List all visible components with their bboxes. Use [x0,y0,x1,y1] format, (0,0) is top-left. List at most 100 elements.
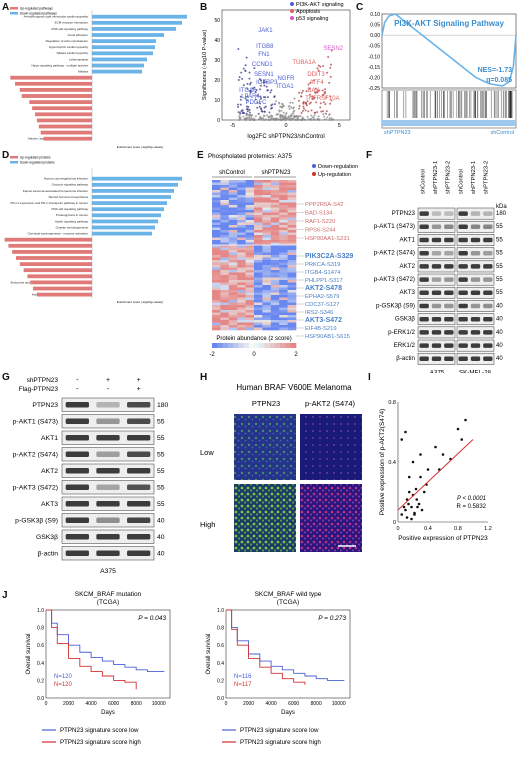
heatmap-cell [220,307,230,311]
scatter-point [407,502,410,506]
gsea-q: q=0.085 [486,77,512,84]
heatmap-cell [270,207,280,211]
volcano-point [289,101,292,104]
blot-row-label: p-AKT1 (S473) [13,419,58,426]
heatmap-cell [212,280,221,283]
heatmap-cell [279,252,288,256]
lane-label: shPTPN23-1 [433,161,439,194]
heatmap-cell [270,315,280,318]
y-tick-label: 0.4 [388,460,396,466]
heatmap-cell [237,282,246,286]
heatmap-cell [237,327,246,331]
heatmap-cell [262,187,272,191]
volcano-point [316,111,319,114]
heatmap-cell [237,297,246,301]
site-label-down: EIF4B-S219 [305,326,337,332]
heatmap-cell [212,302,221,306]
heatmap-cell [270,187,280,191]
y-tick-label: 0.8 [37,626,44,632]
heatmap-cell [212,275,221,278]
blot-mw: 180 [157,402,169,409]
heatmap-cell [279,270,288,273]
heatmap-cell [287,327,297,331]
heatmap-cell [262,227,272,231]
heatmap-cell [287,200,297,203]
volcano-point [307,118,310,121]
heatmap-cell [270,325,280,328]
heatmap-cell [237,315,246,318]
heatmap-cell [212,242,221,246]
blot-band [431,211,442,216]
heatmap-cell [262,230,272,233]
volcano-point [311,97,314,100]
heatmap-cell [262,325,272,328]
category-label: Steroid hormone biosynthesis [48,195,88,199]
heatmap-cell [254,260,263,263]
bar-up [38,124,92,129]
heatmap-cell [287,202,297,206]
heatmap-cell [237,270,246,273]
heatmap-cell [287,325,297,328]
bar-up [35,112,92,117]
blot-band [65,451,89,457]
heatmap-cell [287,285,297,288]
blot-band [127,550,151,556]
x-tick-label: 0.4 [424,526,432,532]
blot-mw: 55 [157,468,165,475]
bar-down [92,231,152,236]
r-value: R = 0.5832 [456,504,486,510]
heatmap-cell [270,210,280,213]
heatmap-cell [228,235,238,238]
heatmap-cell [279,285,288,288]
heatmap-cell [287,300,297,303]
heatmap-cell [212,287,221,291]
heatmap-cell [262,282,272,286]
km-pvalue: P = 0.273 [318,615,346,622]
heatmap-cell [262,190,272,193]
heatmap-cell [237,242,246,246]
colorbar-cell [238,343,244,348]
blot-band [419,264,429,269]
volcano-point [299,115,302,118]
heatmap-cell [262,270,272,273]
volcano-point [238,76,241,79]
heatmap-cell [237,305,246,308]
km-legend-label: PTPN23 signature score low [240,727,319,734]
volcano-point [312,79,315,82]
heatmap-cell [287,235,297,238]
volcano-point [328,118,331,121]
heatmap-cell [254,325,263,328]
bar-up [29,100,92,104]
volcano-point [254,91,257,94]
heatmap-cell [270,257,280,261]
volcano-point [292,116,295,119]
heatmap-cell [279,180,288,183]
heatmap-cell [279,272,288,276]
heatmap-cell [270,235,280,238]
bar-down [92,33,164,37]
heatmap-cell [270,182,280,186]
heatmap-cell [262,280,272,283]
heatmap-cell [254,227,263,231]
heatmap-cell [254,255,263,258]
volcano-point [280,109,283,112]
heatmap-cell [287,280,297,283]
heatmap-cell [254,220,263,223]
y-tick-label: -0.05 [369,44,381,50]
heatmap-cell [245,267,255,271]
bar-up [40,130,92,135]
volcano-point [298,107,301,110]
volcano-point [328,114,331,117]
heatmap-cell [212,297,221,301]
volcano-point [262,96,265,99]
heatmap-cell [228,275,238,278]
heatmap-cell [228,302,238,306]
volcano-point [293,97,296,100]
heatmap-cell [287,290,297,293]
heatmap-cell [270,260,280,263]
volcano-point [272,117,275,120]
y-tick-label: 0.8 [217,626,224,632]
bar-up [32,106,92,111]
heatmap-cell [212,215,221,218]
heatmap-cell [254,222,263,226]
